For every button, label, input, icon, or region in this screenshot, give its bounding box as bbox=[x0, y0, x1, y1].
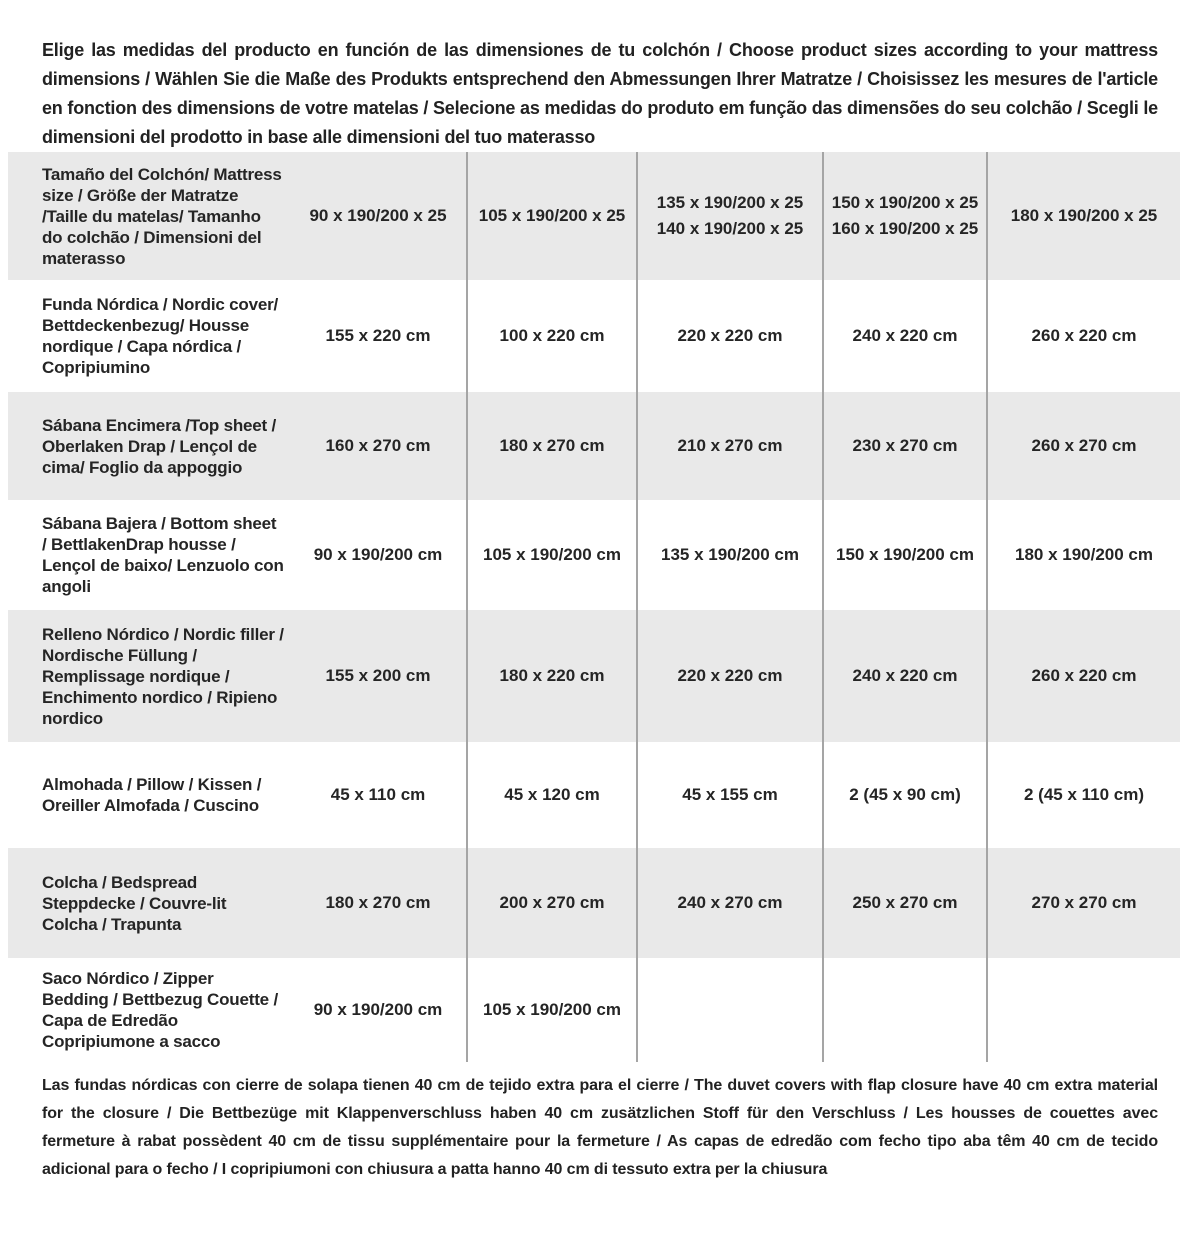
cell-zipper-bedding-size-3 bbox=[636, 958, 822, 1062]
table-row-zipper-bedding: Saco Nórdico / Zipper Bedding / Bettbezu… bbox=[8, 958, 1180, 1062]
cell-nordic-filler-size-4: 240 x 220 cm bbox=[822, 610, 986, 742]
table-row-bottom-sheet: Sábana Bajera / Bottom sheet / Bettlaken… bbox=[8, 500, 1180, 610]
cell-bedspread-size-1: 180 x 270 cm bbox=[325, 893, 431, 912]
table-row-top-sheet: Sábana Encimera /Top sheet / Oberlaken D… bbox=[8, 392, 1180, 500]
row-label-zipper-bedding: Saco Nórdico / Zipper Bedding / Bettbezu… bbox=[42, 969, 278, 1051]
cell-mattress-size-size-3: 135 x 190/200 x 25 140 x 190/200 x 25 bbox=[636, 152, 822, 280]
cell-bedspread-size-3: 240 x 270 cm bbox=[636, 848, 822, 958]
cell-mattress-size-size-5: 180 x 190/200 x 25 bbox=[986, 152, 1180, 280]
size-guide-page: Elige las medidas del producto en funció… bbox=[0, 36, 1200, 1184]
cell-bedspread-size-5: 270 x 270 cm bbox=[986, 848, 1180, 958]
cell-bottom-sheet-size-2: 105 x 190/200 cm bbox=[466, 500, 636, 610]
cell-bedspread-size-2: 200 x 270 cm bbox=[466, 848, 636, 958]
row-label-mattress-size: Tamaño del Colchón/ Mattress size / Größ… bbox=[42, 164, 282, 268]
cell-bottom-sheet-size-3: 135 x 190/200 cm bbox=[636, 500, 822, 610]
row-label-nordic-cover: Funda Nórdica / Nordic cover/ Bettdecken… bbox=[42, 295, 279, 377]
cell-pillow-size-3: 45 x 155 cm bbox=[636, 742, 822, 848]
cell-nordic-cover-size-1: 155 x 220 cm bbox=[325, 326, 431, 345]
row-label-top-sheet: Sábana Encimera /Top sheet / Oberlaken D… bbox=[42, 415, 277, 477]
cell-top-sheet-size-1: 160 x 270 cm bbox=[325, 436, 431, 455]
cell-zipper-bedding-size-2: 105 x 190/200 cm bbox=[466, 958, 636, 1062]
cell-nordic-filler-size-5: 260 x 220 cm bbox=[986, 610, 1180, 742]
cell-zipper-bedding-size-4 bbox=[822, 958, 986, 1062]
row-label-bottom-sheet: Sábana Bajera / Bottom sheet / Bettlaken… bbox=[42, 514, 284, 596]
cell-nordic-cover-size-5: 260 x 220 cm bbox=[986, 280, 1180, 392]
cell-top-sheet-size-2: 180 x 270 cm bbox=[466, 392, 636, 500]
cell-nordic-cover-size-2: 100 x 220 cm bbox=[466, 280, 636, 392]
cell-zipper-bedding-size-1: 90 x 190/200 cm bbox=[313, 1000, 443, 1019]
cell-top-sheet-size-4: 230 x 270 cm bbox=[822, 392, 986, 500]
cell-pillow-size-4: 2 (45 x 90 cm) bbox=[822, 742, 986, 848]
cell-bottom-sheet-size-4: 150 x 190/200 cm bbox=[822, 500, 986, 610]
cell-nordic-filler-size-3: 220 x 220 cm bbox=[636, 610, 822, 742]
table-row-nordic-cover: Funda Nórdica / Nordic cover/ Bettdecken… bbox=[8, 280, 1180, 392]
cell-mattress-size-size-2: 105 x 190/200 x 25 bbox=[466, 152, 636, 280]
footnote-text: Las fundas nórdicas con cierre de solapa… bbox=[42, 1077, 1158, 1178]
cell-nordic-filler-size-2: 180 x 220 cm bbox=[466, 610, 636, 742]
cell-top-sheet-size-5: 260 x 270 cm bbox=[986, 392, 1180, 500]
table-row-nordic-filler: Relleno Nórdico / Nordic filler / Nordis… bbox=[8, 610, 1180, 742]
cell-pillow-size-1: 45 x 110 cm bbox=[330, 785, 426, 804]
table-row-mattress-size: Tamaño del Colchón/ Mattress size / Größ… bbox=[8, 152, 1180, 280]
cell-bedspread-size-4: 250 x 270 cm bbox=[822, 848, 986, 958]
cell-top-sheet-size-3: 210 x 270 cm bbox=[636, 392, 822, 500]
intro-text: Elige las medidas del producto en funció… bbox=[42, 40, 1158, 147]
row-label-bedspread: Colcha / Bedspread Steppdecke / Couvre-l… bbox=[42, 872, 227, 934]
cell-bottom-sheet-size-5: 180 x 190/200 cm bbox=[986, 500, 1180, 610]
cell-nordic-cover-size-3: 220 x 220 cm bbox=[636, 280, 822, 392]
cell-mattress-size-size-4: 150 x 190/200 x 25 160 x 190/200 x 25 bbox=[822, 152, 986, 280]
cell-bottom-sheet-size-1: 90 x 190/200 cm bbox=[313, 545, 443, 564]
row-label-nordic-filler: Relleno Nórdico / Nordic filler / Nordis… bbox=[42, 624, 284, 728]
cell-nordic-filler-size-1: 155 x 200 cm bbox=[325, 666, 431, 685]
cell-pillow-size-2: 45 x 120 cm bbox=[466, 742, 636, 848]
table-row-pillow: Almohada / Pillow / Kissen / Oreiller Al… bbox=[8, 742, 1180, 848]
row-label-pillow: Almohada / Pillow / Kissen / Oreiller Al… bbox=[42, 775, 262, 815]
cell-nordic-cover-size-4: 240 x 220 cm bbox=[822, 280, 986, 392]
cell-zipper-bedding-size-5 bbox=[986, 958, 1180, 1062]
size-table: Tamaño del Colchón/ Mattress size / Größ… bbox=[8, 152, 1180, 1062]
cell-pillow-size-5: 2 (45 x 110 cm) bbox=[986, 742, 1180, 848]
table-row-bedspread: Colcha / Bedspread Steppdecke / Couvre-l… bbox=[8, 848, 1180, 958]
cell-mattress-size-size-1: 90 x 190/200 x 25 bbox=[309, 206, 447, 225]
